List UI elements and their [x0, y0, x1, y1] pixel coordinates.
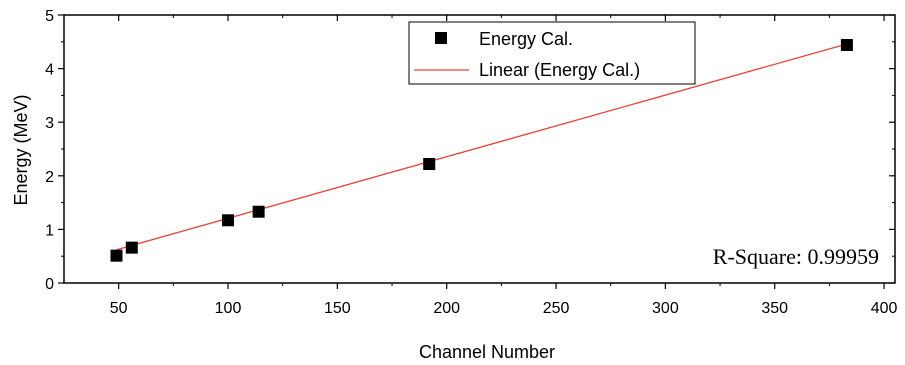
y-tick-label: 3	[45, 115, 54, 132]
legend-label-scatter: Energy Cal.	[479, 29, 573, 49]
fit-line	[116, 43, 848, 251]
r-square-annotation: R-Square: 0.99959	[713, 244, 879, 269]
y-tick-label: 4	[45, 62, 54, 79]
legend-label-fit: Linear (Energy Cal.)	[479, 60, 640, 80]
x-tick-label: 150	[324, 300, 351, 317]
legend-marker-square	[435, 32, 447, 44]
x-tick-label: 300	[652, 300, 679, 317]
legend: Energy Cal. Linear (Energy Cal.)	[408, 21, 696, 85]
data-points-layer	[110, 39, 853, 262]
data-point	[840, 39, 853, 52]
y-tick-label: 0	[45, 276, 54, 293]
data-point	[252, 205, 265, 218]
x-tick-label: 400	[871, 300, 898, 317]
data-point	[125, 241, 138, 254]
legend-box	[408, 21, 696, 85]
x-axis-title: Channel Number	[419, 342, 555, 362]
x-tick-label: 100	[215, 300, 242, 317]
x-tick-label: 50	[110, 300, 128, 317]
data-point	[222, 214, 235, 227]
data-point	[110, 249, 123, 262]
fit-line-layer	[116, 43, 848, 251]
x-tick-label: 350	[761, 300, 788, 317]
data-point	[423, 158, 436, 171]
y-axis-title: Energy (MeV)	[11, 94, 31, 205]
y-tick-label: 2	[45, 169, 54, 186]
y-tick-label: 5	[45, 8, 54, 25]
annotations: R-Square: 0.99959	[713, 244, 879, 269]
y-tick-label: 1	[45, 222, 54, 239]
x-tick-label: 250	[543, 300, 570, 317]
x-tick-label: 200	[433, 300, 460, 317]
axes-layer: 50 100 150 200 250 300 350 400 0 1 2 3 4 5	[45, 8, 897, 317]
